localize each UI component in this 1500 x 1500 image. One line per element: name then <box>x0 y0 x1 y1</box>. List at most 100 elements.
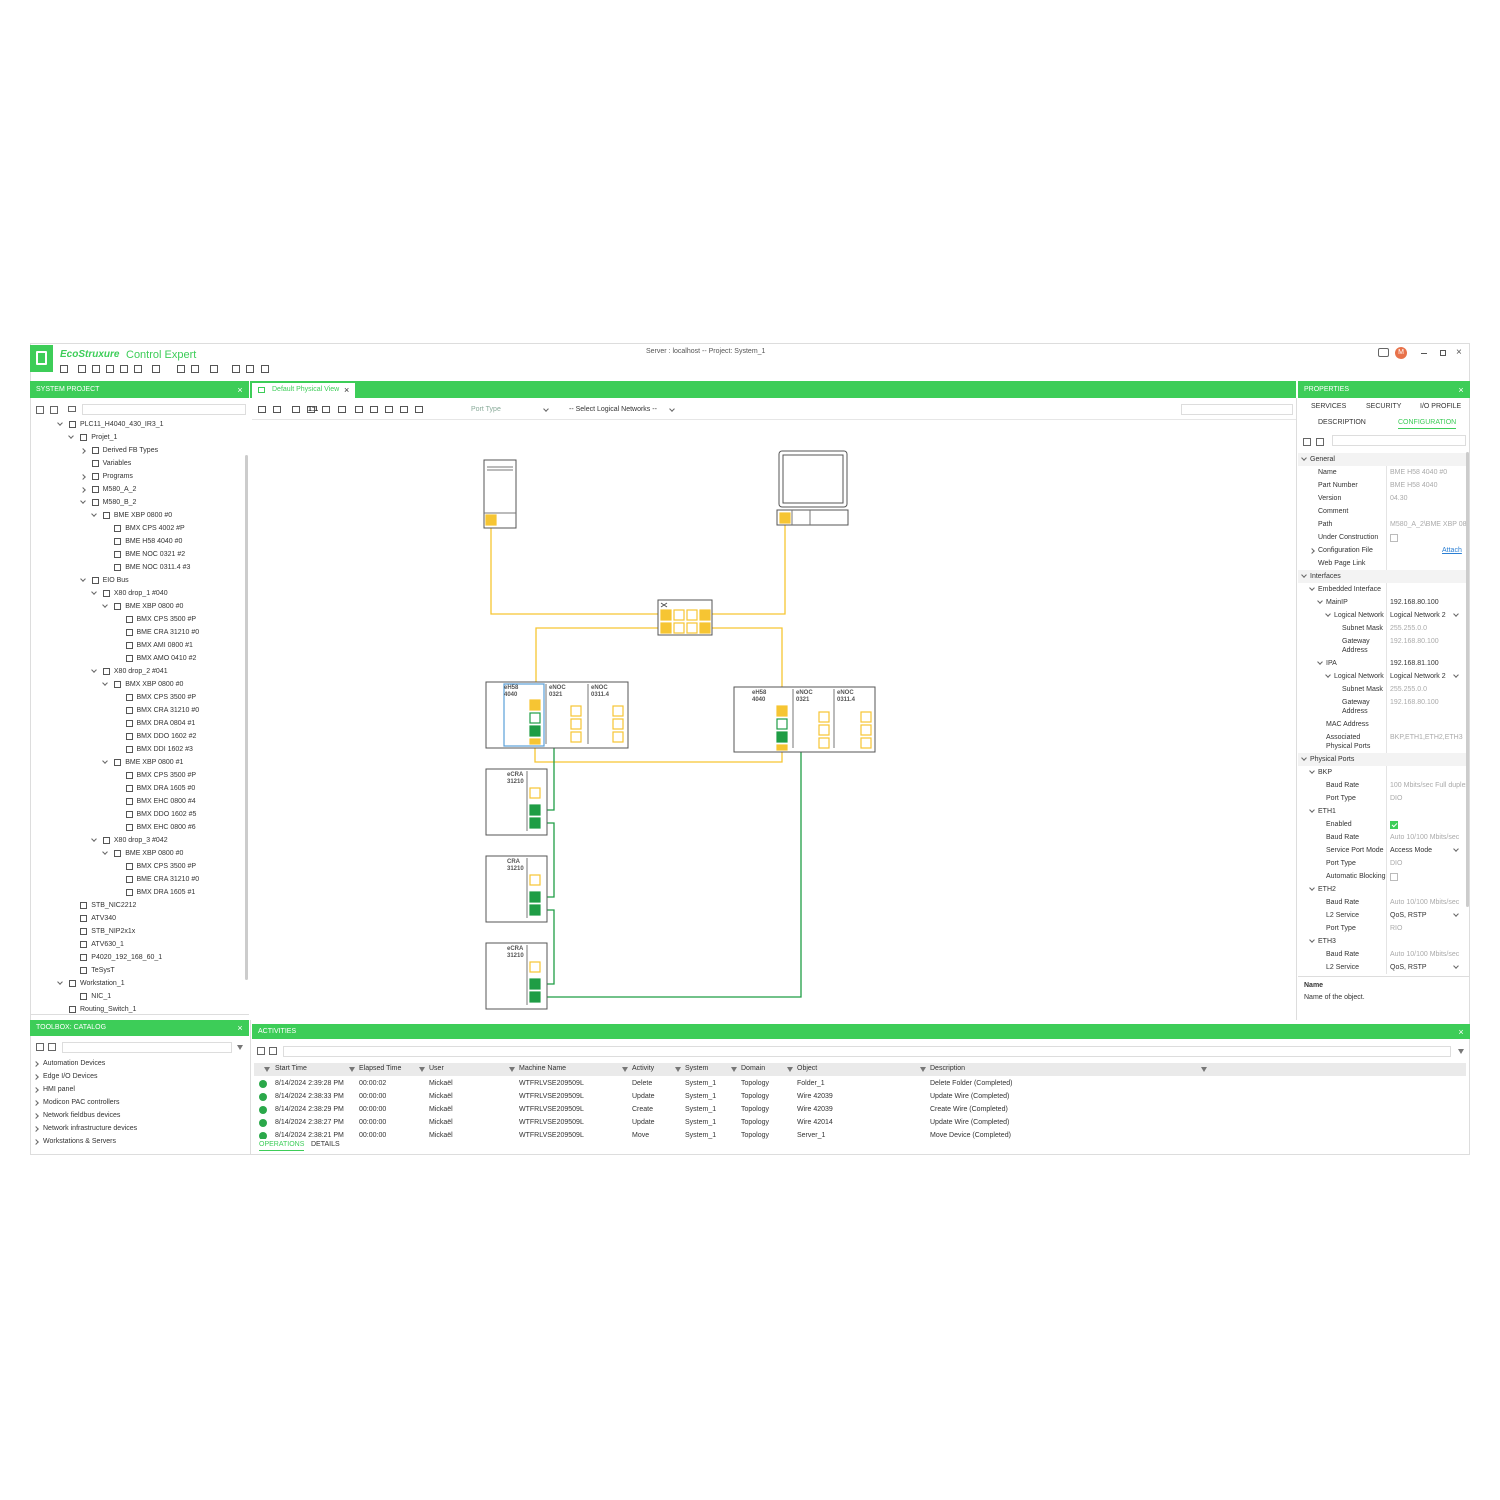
tab[interactable]: SECURITY <box>1366 403 1402 410</box>
minimize[interactable] <box>1421 353 1427 354</box>
icon[interactable] <box>80 993 88 1000</box>
tab[interactable]: OPERATIONS <box>259 1139 305 1151</box>
tree-item[interactable]: STB_NIP2x1x <box>91 928 136 935</box>
icon[interactable] <box>92 365 100 373</box>
column-header[interactable]: User <box>429 1065 444 1072</box>
icon[interactable] <box>91 460 99 467</box>
icon[interactable] <box>80 915 88 922</box>
tree-item[interactable]: BMX EHC 0800 #6 <box>136 824 196 831</box>
icon[interactable] <box>69 1006 76 1013</box>
icon[interactable] <box>120 365 128 373</box>
port[interactable] <box>529 787 541 799</box>
icon[interactable] <box>114 850 122 857</box>
column-header[interactable]: Machine Name <box>519 1065 567 1072</box>
ethernet-wire[interactable] <box>535 627 658 700</box>
icon[interactable] <box>1316 438 1324 446</box>
close-button[interactable]: × <box>237 1023 243 1033</box>
ethernet-wire[interactable] <box>490 528 658 615</box>
icon[interactable] <box>370 406 378 413</box>
filter-icon[interactable] <box>920 1067 926 1072</box>
checkbox[interactable] <box>1390 534 1398 542</box>
port[interactable] <box>860 737 872 749</box>
icon[interactable] <box>78 365 86 373</box>
tree-item[interactable]: P4020_192_168_60_1 <box>91 954 163 961</box>
tree-item[interactable]: BMX CRA 31210 #0 <box>136 707 200 714</box>
icon[interactable] <box>114 538 122 545</box>
ethernet-wire[interactable] <box>712 525 786 615</box>
icon[interactable] <box>322 406 330 413</box>
column-header[interactable]: Activity <box>632 1065 655 1072</box>
filter-icon[interactable] <box>1201 1067 1207 1072</box>
port[interactable] <box>818 724 830 736</box>
port[interactable] <box>699 622 711 634</box>
tree-item[interactable]: EIO Bus <box>102 577 129 584</box>
close-button[interactable]: × <box>1458 1027 1464 1037</box>
port[interactable] <box>612 731 624 743</box>
icon[interactable] <box>125 798 133 805</box>
port[interactable] <box>860 724 872 736</box>
icon[interactable] <box>36 1043 44 1051</box>
port[interactable] <box>776 744 788 751</box>
tree-item[interactable]: M580_A_2 <box>102 486 137 493</box>
icon[interactable] <box>102 512 110 519</box>
filter-icon[interactable] <box>1458 1049 1464 1054</box>
icon[interactable] <box>91 577 99 584</box>
tree-item[interactable]: BMX CPS 3500 #P <box>136 616 197 623</box>
icon[interactable] <box>80 928 88 935</box>
filter-icon[interactable] <box>622 1067 628 1072</box>
tab[interactable]: SERVICES <box>1311 403 1347 410</box>
tree-item[interactable]: M580_B_2 <box>102 499 137 506</box>
icon[interactable] <box>257 1047 265 1055</box>
tab[interactable]: CONFIGURATION <box>1398 417 1457 429</box>
port[interactable] <box>529 804 541 816</box>
icon[interactable] <box>125 746 133 753</box>
icon[interactable] <box>125 824 133 831</box>
port[interactable] <box>612 705 624 717</box>
avatar[interactable]: M <box>1395 347 1407 359</box>
tree-item[interactable]: ATV630_1 <box>91 941 124 948</box>
close-button[interactable]: × <box>1458 385 1464 395</box>
icon[interactable] <box>125 707 133 714</box>
catalog-item[interactable]: Automation Devices <box>43 1060 106 1067</box>
search-box[interactable] <box>82 404 246 415</box>
filter-icon[interactable] <box>509 1067 515 1072</box>
catalog-item[interactable]: HMI panel <box>43 1086 75 1093</box>
tree-item[interactable]: PLC11_H4040_430_IR3_1 <box>80 421 164 428</box>
tree-item[interactable]: BME XBP 0800 #0 <box>125 850 184 857</box>
icon[interactable] <box>102 837 110 844</box>
tree-item[interactable]: ATV340 <box>91 915 117 922</box>
icon[interactable] <box>125 655 133 662</box>
port[interactable] <box>570 705 582 717</box>
icon[interactable] <box>48 1043 56 1051</box>
icon[interactable] <box>400 406 408 413</box>
tab[interactable]: I/O PROFILE <box>1420 403 1462 410</box>
tab[interactable]: DETAILS <box>311 1141 340 1148</box>
tree-item[interactable]: Projet_1 <box>91 434 118 441</box>
icon[interactable] <box>125 811 133 818</box>
property-value[interactable]: Access Mode <box>1390 847 1433 854</box>
tree-item[interactable]: STB_NIC2212 <box>91 902 137 909</box>
tree-item[interactable]: BME NOC 0311.4 #3 <box>125 564 191 571</box>
port[interactable] <box>529 874 541 886</box>
icon[interactable] <box>80 954 88 961</box>
icon[interactable] <box>68 406 76 412</box>
port[interactable] <box>529 961 541 973</box>
checkbox[interactable] <box>1390 821 1398 829</box>
property-value[interactable]: Logical Network 2 <box>1390 612 1446 619</box>
icon[interactable] <box>125 616 133 623</box>
tree-item[interactable]: BMX EHC 0800 #4 <box>136 798 196 805</box>
tree-item[interactable]: BMX CPS 4002 #P <box>125 525 185 532</box>
tree-item[interactable]: BME CRA 31210 #0 <box>136 629 200 636</box>
tree-item[interactable]: TeSysT <box>91 967 115 974</box>
icon[interactable] <box>36 406 44 414</box>
tab[interactable] <box>252 383 355 398</box>
port[interactable] <box>660 622 672 634</box>
icon[interactable] <box>210 365 218 373</box>
rack[interactable] <box>485 681 629 749</box>
port[interactable] <box>529 904 541 916</box>
port[interactable] <box>570 731 582 743</box>
tree-item[interactable]: Derived FB Types <box>102 447 159 454</box>
icon[interactable] <box>60 365 68 373</box>
icon[interactable] <box>102 668 110 675</box>
column-header[interactable]: Domain <box>741 1065 766 1072</box>
